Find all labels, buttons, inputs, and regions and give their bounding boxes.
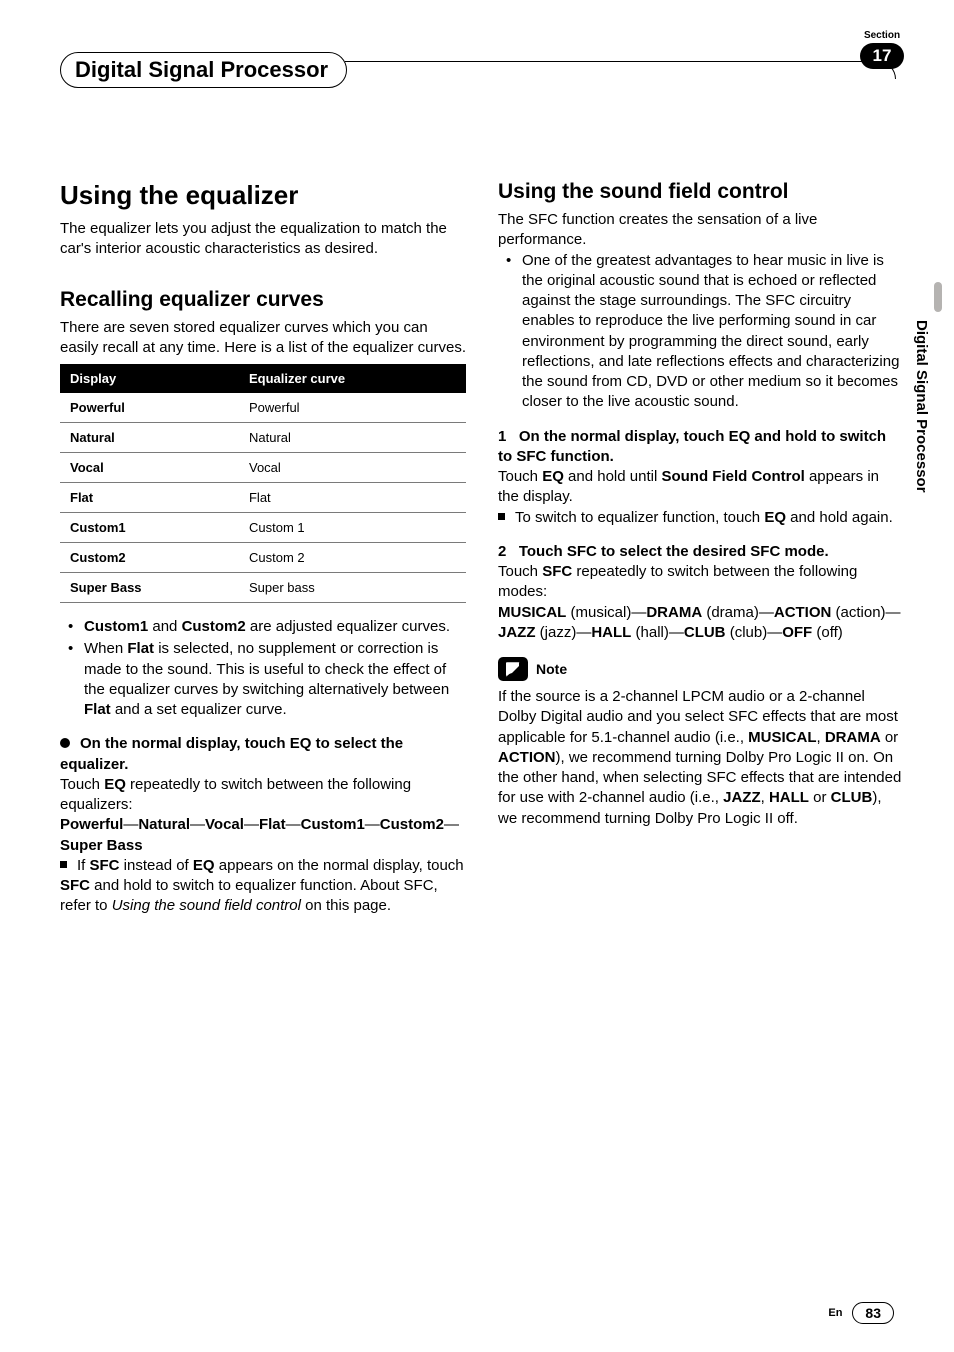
side-tab-label: Digital Signal Processor xyxy=(913,320,930,493)
equalizer-table: Display Equalizer curve PowerfulPowerful… xyxy=(60,364,466,603)
sfc-intro: The SFC function creates the sensation o… xyxy=(498,210,904,251)
note-label: Note xyxy=(536,661,567,677)
table-body: PowerfulPowerful NaturalNatural VocalVoc… xyxy=(60,393,466,603)
equalizer-intro: The equalizer lets you adjust the equali… xyxy=(60,219,466,260)
right-column: Using the sound field control The SFC fu… xyxy=(498,180,904,917)
step1-subnote: To switch to equalizer function, touch E… xyxy=(498,508,904,528)
heading-recalling-curves: Recalling equalizer curves xyxy=(60,288,466,312)
step2-body: Touch SFC repeatedly to switch between t… xyxy=(498,562,904,603)
curves-intro: There are seven stored equalizer curves … xyxy=(60,318,466,359)
note-icon xyxy=(498,657,528,681)
table-header-curve: Equalizer curve xyxy=(239,364,466,393)
footer-lang: En xyxy=(828,1307,842,1319)
table-header-display: Display xyxy=(60,364,239,393)
step1-head: 1 On the normal display, touch EQ and ho… xyxy=(498,427,904,468)
sfc-modes-list: MUSICAL (musical)—DRAMA (drama)—ACTION (… xyxy=(498,603,904,644)
table-row: VocalVocal xyxy=(60,453,466,483)
heading-using-equalizer: Using the equalizer xyxy=(60,180,466,211)
table-row: Custom2Custom 2 xyxy=(60,543,466,573)
step-body: Touch EQ repeatedly to switch between th… xyxy=(60,775,466,816)
list-item: One of the greatest advantages to hear m… xyxy=(498,251,904,413)
header-row: Digital Signal Processor xyxy=(60,50,904,90)
table-row: FlatFlat xyxy=(60,483,466,513)
list-item: When Flat is selected, no supplement or … xyxy=(60,639,466,720)
sfc-switch-note: If SFC instead of EQ appears on the norm… xyxy=(60,856,466,917)
footer-page-number: 83 xyxy=(852,1302,894,1324)
step2-head: 2 Touch SFC to select the desired SFC mo… xyxy=(498,542,904,562)
curve-notes-list: Custom1 and Custom2 are adjusted equaliz… xyxy=(60,617,466,720)
table-row: NaturalNatural xyxy=(60,423,466,453)
sfc-advantage-list: One of the greatest advantages to hear m… xyxy=(498,251,904,413)
step-select-equalizer: On the normal display, touch EQ to selec… xyxy=(60,734,466,775)
bullet-dot-icon xyxy=(60,738,70,748)
table-row: PowerfulPowerful xyxy=(60,393,466,423)
equalizer-list: Powerful—Natural—Vocal—Flat—Custom1—Cust… xyxy=(60,815,466,856)
heading-sound-field-control: Using the sound field control xyxy=(498,180,904,204)
side-accent-bar xyxy=(934,282,942,312)
page-footer: En 83 xyxy=(828,1302,894,1324)
content-columns: Using the equalizer The equalizer lets y… xyxy=(60,180,904,917)
note-body: If the source is a 2-channel LPCM audio … xyxy=(498,687,904,829)
left-column: Using the equalizer The equalizer lets y… xyxy=(60,180,466,917)
list-item: Custom1 and Custom2 are adjusted equaliz… xyxy=(60,617,466,637)
step1-body: Touch EQ and hold until Sound Field Cont… xyxy=(498,467,904,508)
page: Section 17 Digital Signal Processor Digi… xyxy=(0,0,954,1352)
note-header: Note xyxy=(498,657,904,681)
table-row: Super BassSuper bass xyxy=(60,573,466,603)
section-label: Section xyxy=(860,30,904,41)
chapter-title: Digital Signal Processor xyxy=(60,52,347,88)
header-divider xyxy=(345,61,896,79)
table-row: Custom1Custom 1 xyxy=(60,513,466,543)
